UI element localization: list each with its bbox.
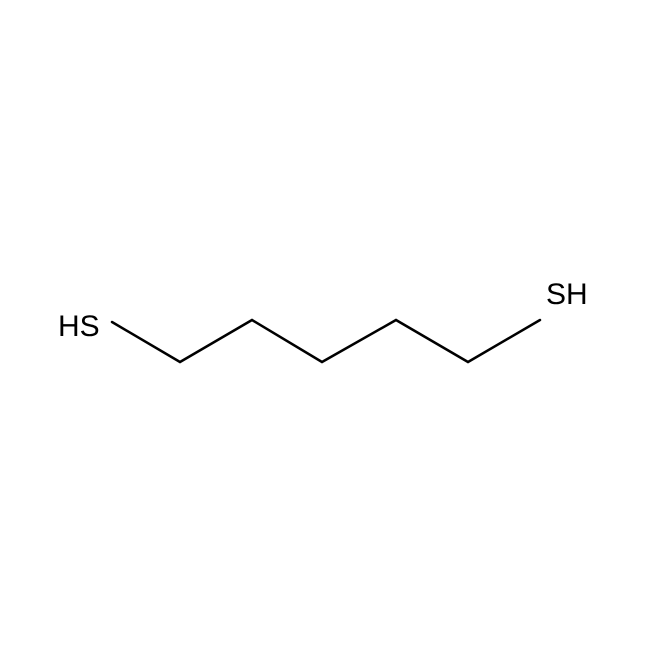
atom-label-sh-right: SH — [546, 280, 588, 310]
molecule-canvas: HS SH — [0, 0, 650, 650]
atom-label-hs-left: HS — [58, 312, 100, 342]
